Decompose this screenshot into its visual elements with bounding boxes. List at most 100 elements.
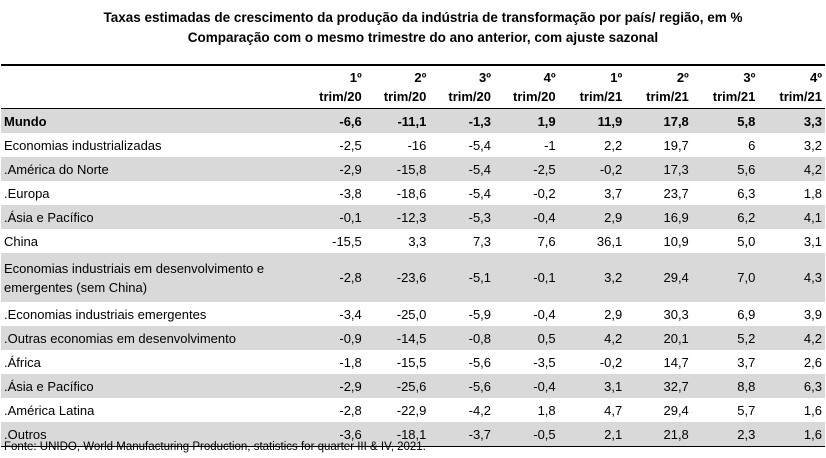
value-cell: -15,5 bbox=[396, 354, 427, 370]
table-row: .Outros -3,6 -18,1 -3,7 -0,5 2,1 21,8 2,3 1,6 bbox=[1, 422, 825, 447]
value-cell: 2,3 bbox=[691, 422, 759, 447]
value-cell: -0,2 bbox=[558, 157, 626, 181]
value-cell: 3,2 bbox=[558, 253, 626, 302]
value-cell: 16,9 bbox=[625, 205, 692, 229]
value-cell: 1,6 bbox=[758, 422, 825, 447]
value-cell: -2,8 bbox=[339, 402, 362, 418]
value-cell: -0,5 bbox=[494, 422, 559, 447]
table-row: .Ásia e Pacífico -0,1 -12,3 -5,3 -0,4 2,9 16,9… bbox=[1, 205, 825, 229]
value-cell: -3,4 bbox=[339, 306, 362, 322]
value-cell: 5,0 bbox=[737, 233, 756, 249]
value-cell: -3,8 bbox=[339, 185, 362, 201]
value-cell: 7,6 bbox=[537, 233, 556, 249]
value-cell: 17,3 bbox=[625, 157, 692, 181]
row-label: .Ásia e Pacífico bbox=[1, 205, 301, 229]
value-cell: -0,8 bbox=[429, 326, 495, 350]
table-row: .Economias industriais emergentes -3,4 -25… bbox=[1, 302, 825, 326]
row-label: Mundo bbox=[1, 108, 301, 133]
column-header: 2º trim/20 bbox=[364, 64, 430, 109]
value-cell: -18,1 bbox=[364, 422, 430, 447]
row-label: .Outras economias em desenvolvimento bbox=[1, 326, 301, 350]
table-title: Taxas estimadas de crescimento da produç… bbox=[0, 0, 826, 48]
value-cell: 1,8 bbox=[537, 402, 556, 418]
value-cell: 19,7 bbox=[663, 137, 689, 153]
header-blank bbox=[1, 64, 301, 109]
header-row: 1º trim/20 2º trim/20 3º trim/20 4º trim/20 … bbox=[1, 64, 825, 109]
table-row: .América do Norte -2,9 -15,8 -5,4 -2,5 -0,2 17… bbox=[1, 157, 825, 181]
value-cell: 7,3 bbox=[472, 233, 492, 249]
value-cell: -0,4 bbox=[494, 374, 559, 398]
value-cell: -15,8 bbox=[364, 157, 430, 181]
value-cell: -5,3 bbox=[429, 205, 495, 229]
column-header: 1º trim/20 bbox=[300, 64, 365, 109]
row-label: Economias industrializadas bbox=[4, 137, 162, 153]
value-cell: -2,5 bbox=[494, 157, 559, 181]
value-cell: -0,9 bbox=[300, 326, 365, 350]
value-cell: -5,9 bbox=[468, 306, 492, 322]
row-label: .América do Norte bbox=[1, 157, 301, 181]
value-cell: -25,0 bbox=[396, 306, 427, 322]
value-cell: 4,7 bbox=[604, 402, 623, 418]
value-cell: -2,8 bbox=[300, 253, 365, 302]
value-cell: 4,2 bbox=[758, 157, 825, 181]
value-cell: -0,4 bbox=[494, 205, 559, 229]
table-row: Economias industriais em desenvolvimento… bbox=[1, 253, 825, 302]
table-body: Mundo -6,6 -11,1 -1,3 1,9 11,9 17,8 5,8 3,3 Econo… bbox=[1, 108, 825, 447]
value-cell: -23,6 bbox=[364, 253, 430, 302]
table-row: China -15,5 3,3 7,3 7,6 36,1 10,9 5,0 3,1 bbox=[1, 229, 825, 253]
value-cell: -3,6 bbox=[300, 422, 365, 447]
value-cell: 2,6 bbox=[803, 354, 822, 370]
column-header: 3º trim/21 bbox=[691, 64, 759, 109]
value-cell: 0,5 bbox=[494, 326, 559, 350]
row-label: China bbox=[4, 233, 38, 249]
table-row: .Outras economias em desenvolvimento -0,9… bbox=[1, 326, 825, 350]
value-cell: -5,4 bbox=[429, 157, 495, 181]
value-cell: -5,4 bbox=[468, 137, 492, 153]
value-cell: -12,3 bbox=[364, 205, 430, 229]
table-row: .América Latina -2,8 -22,9 -4,2 1,8 4,7 29,4 5,… bbox=[1, 398, 825, 422]
row-label: .Ásia e Pacífico bbox=[1, 374, 301, 398]
value-cell: -11,1 bbox=[364, 108, 430, 133]
table-row: Economias industrializadas -2,5 -16 -5,4 -1 2… bbox=[1, 133, 825, 157]
value-cell: 20,1 bbox=[625, 326, 692, 350]
value-cell: -0,1 bbox=[494, 253, 559, 302]
value-cell: -0,4 bbox=[533, 306, 556, 322]
value-cell: 29,4 bbox=[625, 253, 692, 302]
value-cell: 2,2 bbox=[604, 137, 623, 153]
value-cell: 4,3 bbox=[758, 253, 825, 302]
column-header: 2º trim/21 bbox=[625, 64, 692, 109]
value-cell: 3,1 bbox=[803, 233, 822, 249]
value-cell: -18,6 bbox=[396, 185, 427, 201]
value-cell: 3,2 bbox=[803, 137, 822, 153]
value-cell: 21,8 bbox=[625, 422, 692, 447]
value-cell: -3,5 bbox=[533, 354, 556, 370]
value-cell: 6,9 bbox=[737, 306, 756, 322]
value-cell: 2,9 bbox=[558, 205, 626, 229]
value-cell: -2,5 bbox=[339, 137, 362, 153]
row-label: .Outros bbox=[1, 422, 301, 447]
value-cell: -0,2 bbox=[599, 354, 623, 370]
value-cell: -1,3 bbox=[429, 108, 495, 133]
value-cell: 3,1 bbox=[558, 374, 626, 398]
value-cell: 14,7 bbox=[663, 354, 689, 370]
value-cell: 6,3 bbox=[758, 374, 825, 398]
value-cell: -1 bbox=[544, 137, 556, 153]
value-cell: -14,5 bbox=[364, 326, 430, 350]
table-row: .Ásia e Pacífico -2,9 -25,6 -5,6 -0,4 3,1 32,7… bbox=[1, 374, 825, 398]
row-label: .África bbox=[4, 354, 41, 370]
value-cell: 11,9 bbox=[558, 108, 626, 133]
row-label: .Europa bbox=[4, 185, 50, 201]
column-header: 3º trim/20 bbox=[429, 64, 495, 109]
value-cell: 5,2 bbox=[691, 326, 759, 350]
value-cell: 6,3 bbox=[737, 185, 756, 201]
value-cell: -25,6 bbox=[364, 374, 430, 398]
value-cell: -4,2 bbox=[468, 402, 492, 418]
value-cell: -0,2 bbox=[533, 185, 556, 201]
value-cell: -5,1 bbox=[429, 253, 495, 302]
value-cell: 4,1 bbox=[758, 205, 825, 229]
value-cell: 5,6 bbox=[691, 157, 759, 181]
title-line-1: Taxas estimadas de crescimento da produç… bbox=[103, 10, 743, 25]
value-cell: 1,9 bbox=[494, 108, 559, 133]
value-cell: -2,9 bbox=[300, 374, 365, 398]
value-cell: -22,9 bbox=[396, 402, 427, 418]
